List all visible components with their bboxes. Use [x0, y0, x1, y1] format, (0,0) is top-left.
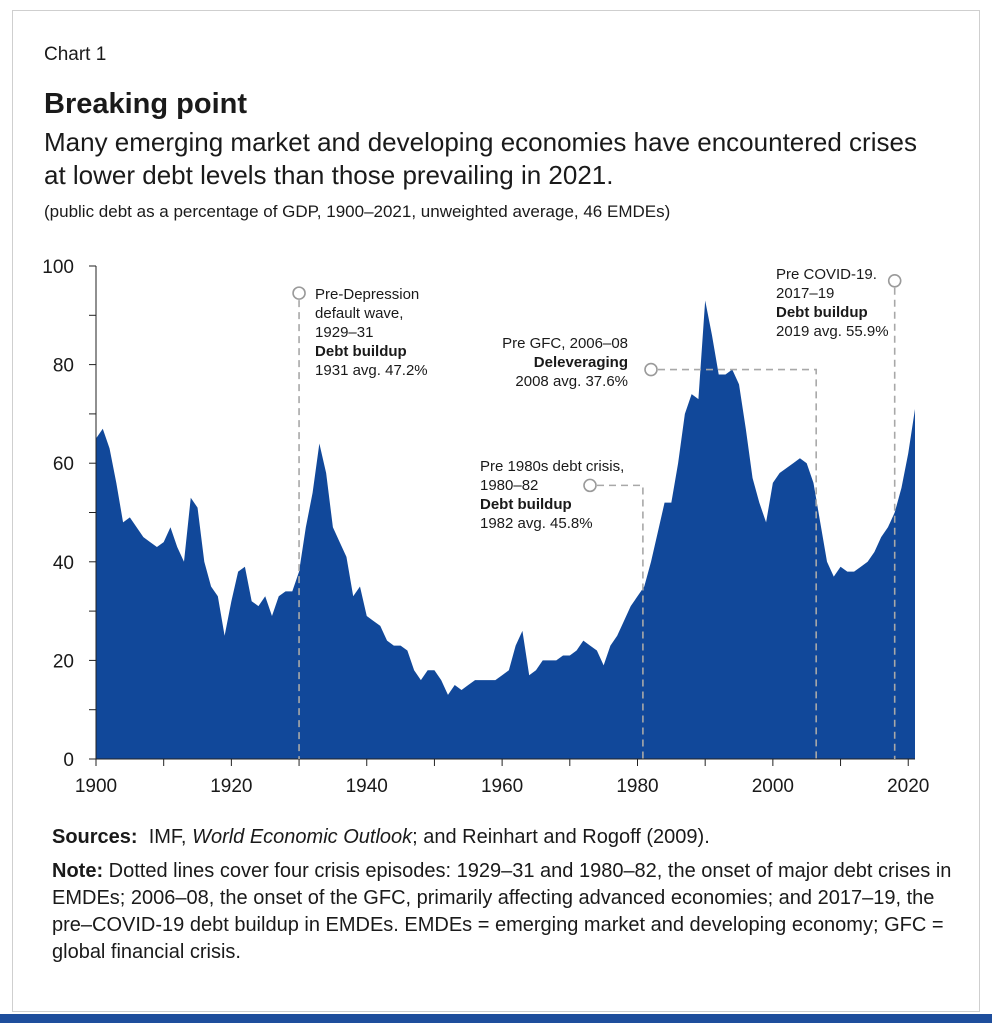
annotation-bold: Debt buildup: [480, 496, 572, 513]
chart-title: Breaking point: [44, 88, 248, 120]
x-tick-label: 2020: [887, 776, 929, 797]
annotation-bold: Debt buildup: [776, 304, 868, 321]
annotation-label: 2017–19: [776, 285, 834, 302]
note-label: Note:: [52, 860, 104, 882]
x-tick-label: 2000: [752, 776, 794, 797]
annotation-label: Pre-Depression: [315, 286, 419, 303]
annotation-marker: [644, 362, 658, 377]
x-tick-label: 1920: [210, 776, 252, 797]
sources-italic: World Economic Outlook: [192, 826, 413, 848]
annotation-marker: [292, 286, 306, 300]
annotation-dashed-line: [597, 484, 644, 759]
annotation-value: 1931 avg. 47.2%: [315, 362, 428, 379]
debt-area: [96, 300, 915, 759]
chart-units: (public debt as a percentage of GDP, 190…: [44, 202, 671, 221]
y-tick-label: 40: [53, 553, 74, 574]
annotation-label: Pre COVID-19.: [776, 266, 877, 283]
chart-frame: [12, 10, 980, 1012]
y-tick-label: 0: [63, 750, 74, 771]
x-tick-label: 1940: [346, 776, 388, 797]
chart-subtitle: Many emerging market and developing econ…: [44, 127, 917, 190]
annotation-value: 2008 avg. 37.6%: [515, 373, 628, 390]
sources-label: Sources:: [52, 826, 138, 848]
annotation-label: default wave,: [315, 305, 403, 322]
bottom-accent-bar: [0, 1014, 992, 1023]
note-text: Dotted lines cover four crisis episodes:…: [52, 860, 952, 963]
chart-label: Chart 1: [44, 44, 107, 65]
annotation-dashed-line: [658, 368, 817, 759]
sources-post: ; and Reinhart and Rogoff (2009).: [412, 826, 710, 848]
annotation-value: 2019 avg. 55.9%: [776, 323, 889, 340]
note-block: Note: Dotted lines cover four crisis epi…: [52, 858, 952, 966]
annotation-label: Pre 1980s debt crisis,: [480, 458, 624, 475]
y-tick-label: 100: [42, 257, 74, 278]
y-tick-label: 80: [53, 356, 74, 377]
y-tick-label: 20: [53, 651, 74, 672]
x-tick-label: 1980: [616, 776, 658, 797]
annotation-bold: Deleveraging: [534, 354, 628, 371]
y-tick-label: 60: [53, 454, 74, 475]
x-tick-label: 1960: [481, 776, 523, 797]
annotation-value: 1982 avg. 45.8%: [480, 515, 593, 532]
annotation-label: 1980–82: [480, 477, 538, 494]
annotation-bold: Debt buildup: [315, 343, 407, 360]
annotation-label: Pre GFC, 2006–08: [502, 335, 628, 352]
sources-pre: IMF,: [148, 826, 193, 848]
sources-line: Sources: IMF, World Economic Outlook; an…: [52, 824, 952, 851]
annotation-marker: [887, 273, 902, 288]
annotation-label: 1929–31: [315, 324, 373, 341]
x-tick-label: 1900: [75, 776, 117, 797]
debt-area-chart: 0 20 40 60 80 100 1900 1920 1940 1960 1980 2000 2020…: [42, 257, 929, 797]
annotation-marker: [583, 478, 597, 493]
